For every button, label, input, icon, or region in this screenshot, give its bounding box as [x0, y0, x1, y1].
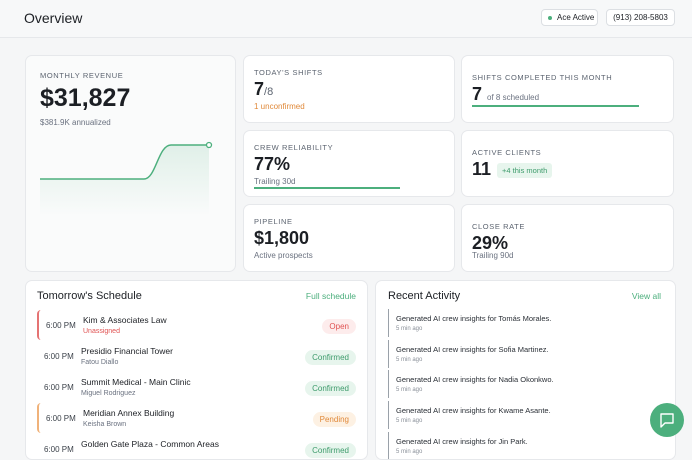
stat-label: TODAY'S SHIFTS	[254, 68, 323, 77]
activity-item: Generated AI crew insights for Nadia Oko…	[388, 370, 658, 399]
stat-value: 7/8	[254, 79, 273, 100]
stat-value: 7 of 8 scheduled	[472, 84, 539, 105]
revenue-sub: $381.9K annualized	[40, 118, 111, 127]
site-name: Presidio Financial Tower	[81, 346, 173, 356]
activity-time: 5 min ago	[396, 356, 423, 363]
schedule-card: Tomorrow's Schedule Full schedule 6:00 P…	[25, 280, 368, 460]
stat-value: $1,800	[254, 228, 309, 249]
status-dot	[548, 16, 552, 20]
stat-card: PIPELINE $1,800 Active prospects	[243, 204, 455, 272]
stat-number: 77%	[254, 154, 291, 174]
phone-button[interactable]: (913) 208-5803	[606, 9, 675, 26]
activity-item: Generated AI crew insights for Jin Park.…	[388, 431, 658, 459]
revenue-card: MONTHLY REVENUE $31,827 $381.9K annualiz…	[25, 55, 236, 272]
stat-label: SHIFTS COMPLETED THIS MONTH	[472, 73, 613, 82]
stat-sub: Trailing 30d	[254, 177, 296, 186]
status-button[interactable]: Ace Active	[541, 9, 598, 26]
progress-track	[254, 187, 444, 189]
schedule-row[interactable]: 6:00 PM Summit Medical - Main Clinic Migue…	[37, 372, 358, 402]
schedule-row[interactable]: 6:00 PM Golden Gate Plaza - Common Areas C…	[37, 434, 358, 459]
stat-value: 29%	[472, 233, 508, 254]
shift-time: 6:00 PM	[46, 414, 76, 423]
revenue-label: MONTHLY REVENUE	[40, 71, 124, 80]
status-pill: Pending	[312, 412, 356, 427]
stat-card: TODAY'S SHIFTS 7/8 1 unconfirmed	[243, 55, 455, 123]
activity-item: Generated AI crew insights for Kwame Asa…	[388, 401, 658, 430]
progress-fill	[472, 105, 640, 107]
status-pill: Confirmed	[305, 381, 356, 396]
activity-text: Generated AI crew insights for Tomás Mor…	[396, 314, 552, 323]
sparkline-area	[40, 145, 209, 216]
page-title: Overview	[24, 10, 83, 26]
activity-text: Generated AI crew insights for Sofia Mar…	[396, 344, 549, 354]
sparkline	[40, 141, 213, 216]
stat-sub: Trailing 90d	[472, 251, 514, 260]
stat-note: 1 unconfirmed	[254, 102, 305, 111]
stat-value: 11 +4 this month	[472, 159, 553, 180]
stat-label: PIPELINE	[254, 217, 293, 226]
stat-card: CREW RELIABILITY 77% Trailing 30d	[243, 130, 455, 197]
stat-badge: +4 this month	[497, 162, 553, 178]
schedule-row[interactable]: 6:00 PM Meridian Annex Building Keisha Bro…	[37, 403, 358, 433]
sparkline-dot	[205, 141, 213, 149]
activity-time: 5 min ago	[396, 418, 423, 425]
site-name: Golden Gate Plaza - Common Areas	[81, 439, 219, 449]
stat-sub: Active prospects	[254, 251, 313, 260]
activity-item: Generated AI crew insights for Sofia Mar…	[388, 339, 658, 368]
schedule-link[interactable]: Full schedule	[305, 291, 356, 301]
revenue-value: $31,827	[40, 84, 131, 112]
status-pill: Confirmed	[305, 443, 356, 458]
shift-time: 6:00 PM	[44, 383, 74, 392]
status-pill: Open	[322, 319, 356, 334]
activity-time: 5 min ago	[396, 326, 423, 332]
sparkline-line	[40, 144, 209, 180]
shift-time: 6:00 PM	[46, 321, 76, 330]
assignee: Keisha Brown	[83, 421, 127, 428]
status-pill: Confirmed	[305, 350, 356, 365]
activity-text: Generated AI crew insights for Kwame Asa…	[396, 406, 551, 416]
stat-label: ACTIVE CLIENTS	[472, 148, 542, 157]
activity-item: Generated AI crew insights for Tomás Mor…	[388, 309, 658, 337]
schedule-row[interactable]: 6:00 PM Kim & Associates Law Unassigned Ope…	[37, 310, 358, 340]
stat-number: 11	[472, 159, 492, 179]
stat-label: CREW RELIABILITY	[254, 143, 334, 152]
stat-number: 7	[472, 84, 483, 104]
assignee: Fatou Diallo	[81, 359, 119, 366]
chat-button[interactable]	[650, 403, 684, 437]
stat-card: CLOSE RATE 29% Trailing 90d	[461, 204, 674, 272]
activity-text: Generated AI crew insights for Jin Park.	[396, 436, 528, 446]
stat-value: 77%	[254, 154, 290, 175]
stat-number: $1,800	[254, 228, 310, 248]
activity-time: 5 min ago	[396, 387, 423, 394]
stat-card: SHIFTS COMPLETED THIS MONTH 7 of 8 schedul…	[461, 55, 674, 123]
progress-track	[472, 105, 663, 107]
assignee: Miguel Rodriguez	[81, 390, 136, 397]
activity-card: Recent Activity View all Generated AI cr…	[375, 280, 676, 460]
site-name: Meridian Annex Building	[83, 408, 175, 418]
stat-total: /8	[264, 86, 274, 98]
progress-fill	[254, 187, 401, 189]
activity-text: Generated AI crew insights for Nadia Oko…	[396, 375, 554, 385]
activity-title: Recent Activity	[388, 290, 461, 302]
stat-label: CLOSE RATE	[472, 222, 525, 231]
header: Overview Ace Active (913) 208-5803	[0, 0, 692, 38]
stat-total: of 8 scheduled	[487, 93, 540, 102]
stat-number: 7	[254, 79, 265, 99]
status-text: Ace Active	[557, 13, 595, 22]
activity-link[interactable]: View all	[631, 291, 661, 301]
shift-time: 6:00 PM	[44, 352, 74, 361]
stat-number: 29%	[472, 233, 509, 253]
stat-card: ACTIVE CLIENTS 11 +4 this month	[461, 130, 674, 197]
schedule-row[interactable]: 6:00 PM Presidio Financial Tower Fatou Dia…	[37, 341, 358, 371]
assignee: Unassigned	[83, 328, 120, 335]
site-name: Kim & Associates Law	[83, 315, 167, 325]
chat-icon	[660, 413, 674, 428]
schedule-title: Tomorrow's Schedule	[37, 290, 142, 302]
site-name: Summit Medical - Main Clinic	[81, 377, 191, 387]
